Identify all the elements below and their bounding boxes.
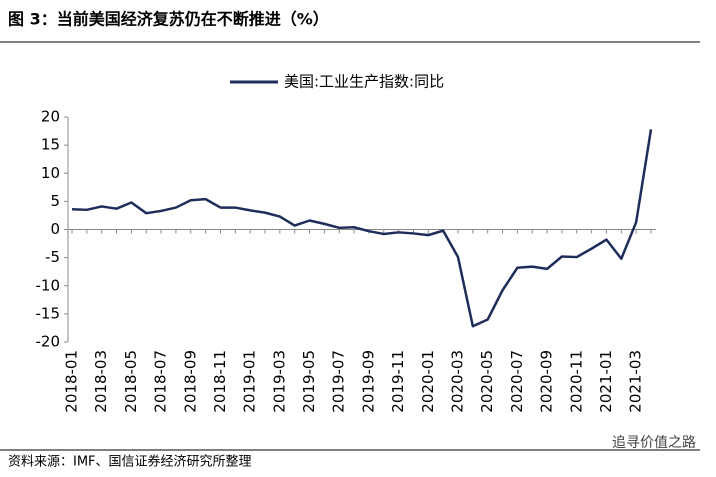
x-tick-label: 2020-09 (538, 350, 556, 413)
y-tick-label: -10 (36, 276, 61, 294)
x-tick-label: 2019-05 (300, 350, 318, 413)
chart-title: 图 3：当前美国经济复苏仍在不断推进（%） (8, 10, 329, 29)
y-tick-label: 5 (50, 192, 60, 210)
x-tick-label: 2018-01 (63, 350, 81, 413)
x-tick-label: 2018-05 (122, 350, 140, 413)
x-tick-label: 2018-09 (181, 350, 199, 413)
y-tick-label: -5 (45, 248, 60, 266)
legend-label: 美国:工业生产指数:同比 (284, 73, 444, 91)
source-note: 资料来源：IMF、国信证券经济研究所整理 (8, 454, 252, 470)
x-tick-label: 2019-07 (330, 350, 348, 413)
x-tick-label: 2019-09 (359, 350, 377, 413)
y-tick-label: -15 (36, 304, 61, 322)
y-tick-label: -20 (36, 333, 61, 351)
x-tick-label: 2019-03 (270, 350, 288, 413)
x-tick-label: 2018-03 (92, 350, 110, 413)
x-tick-label: 2020-01 (419, 350, 437, 413)
watermark: 追寻价值之路 (612, 435, 696, 451)
x-tick-label: 2018-07 (152, 350, 170, 413)
y-tick-label: 15 (41, 136, 60, 154)
x-tick-label: 2020-03 (449, 350, 467, 413)
x-tick-label: 2020-11 (567, 350, 585, 413)
x-tick-label: 2019-11 (389, 350, 407, 413)
data-line (71, 129, 653, 328)
y-tick-label: 0 (50, 220, 60, 238)
x-tick-label: 2020-07 (508, 350, 526, 413)
x-tick-label: 2018-11 (211, 350, 229, 413)
x-tick-label: 2020-05 (478, 350, 496, 413)
y-tick-label: 20 (41, 108, 60, 126)
x-tick-label: 2021-01 (597, 350, 615, 413)
x-tick-label: 2021-03 (627, 350, 645, 413)
x-tick-label: 2019-01 (241, 350, 259, 413)
y-tick-label: 10 (41, 164, 60, 182)
